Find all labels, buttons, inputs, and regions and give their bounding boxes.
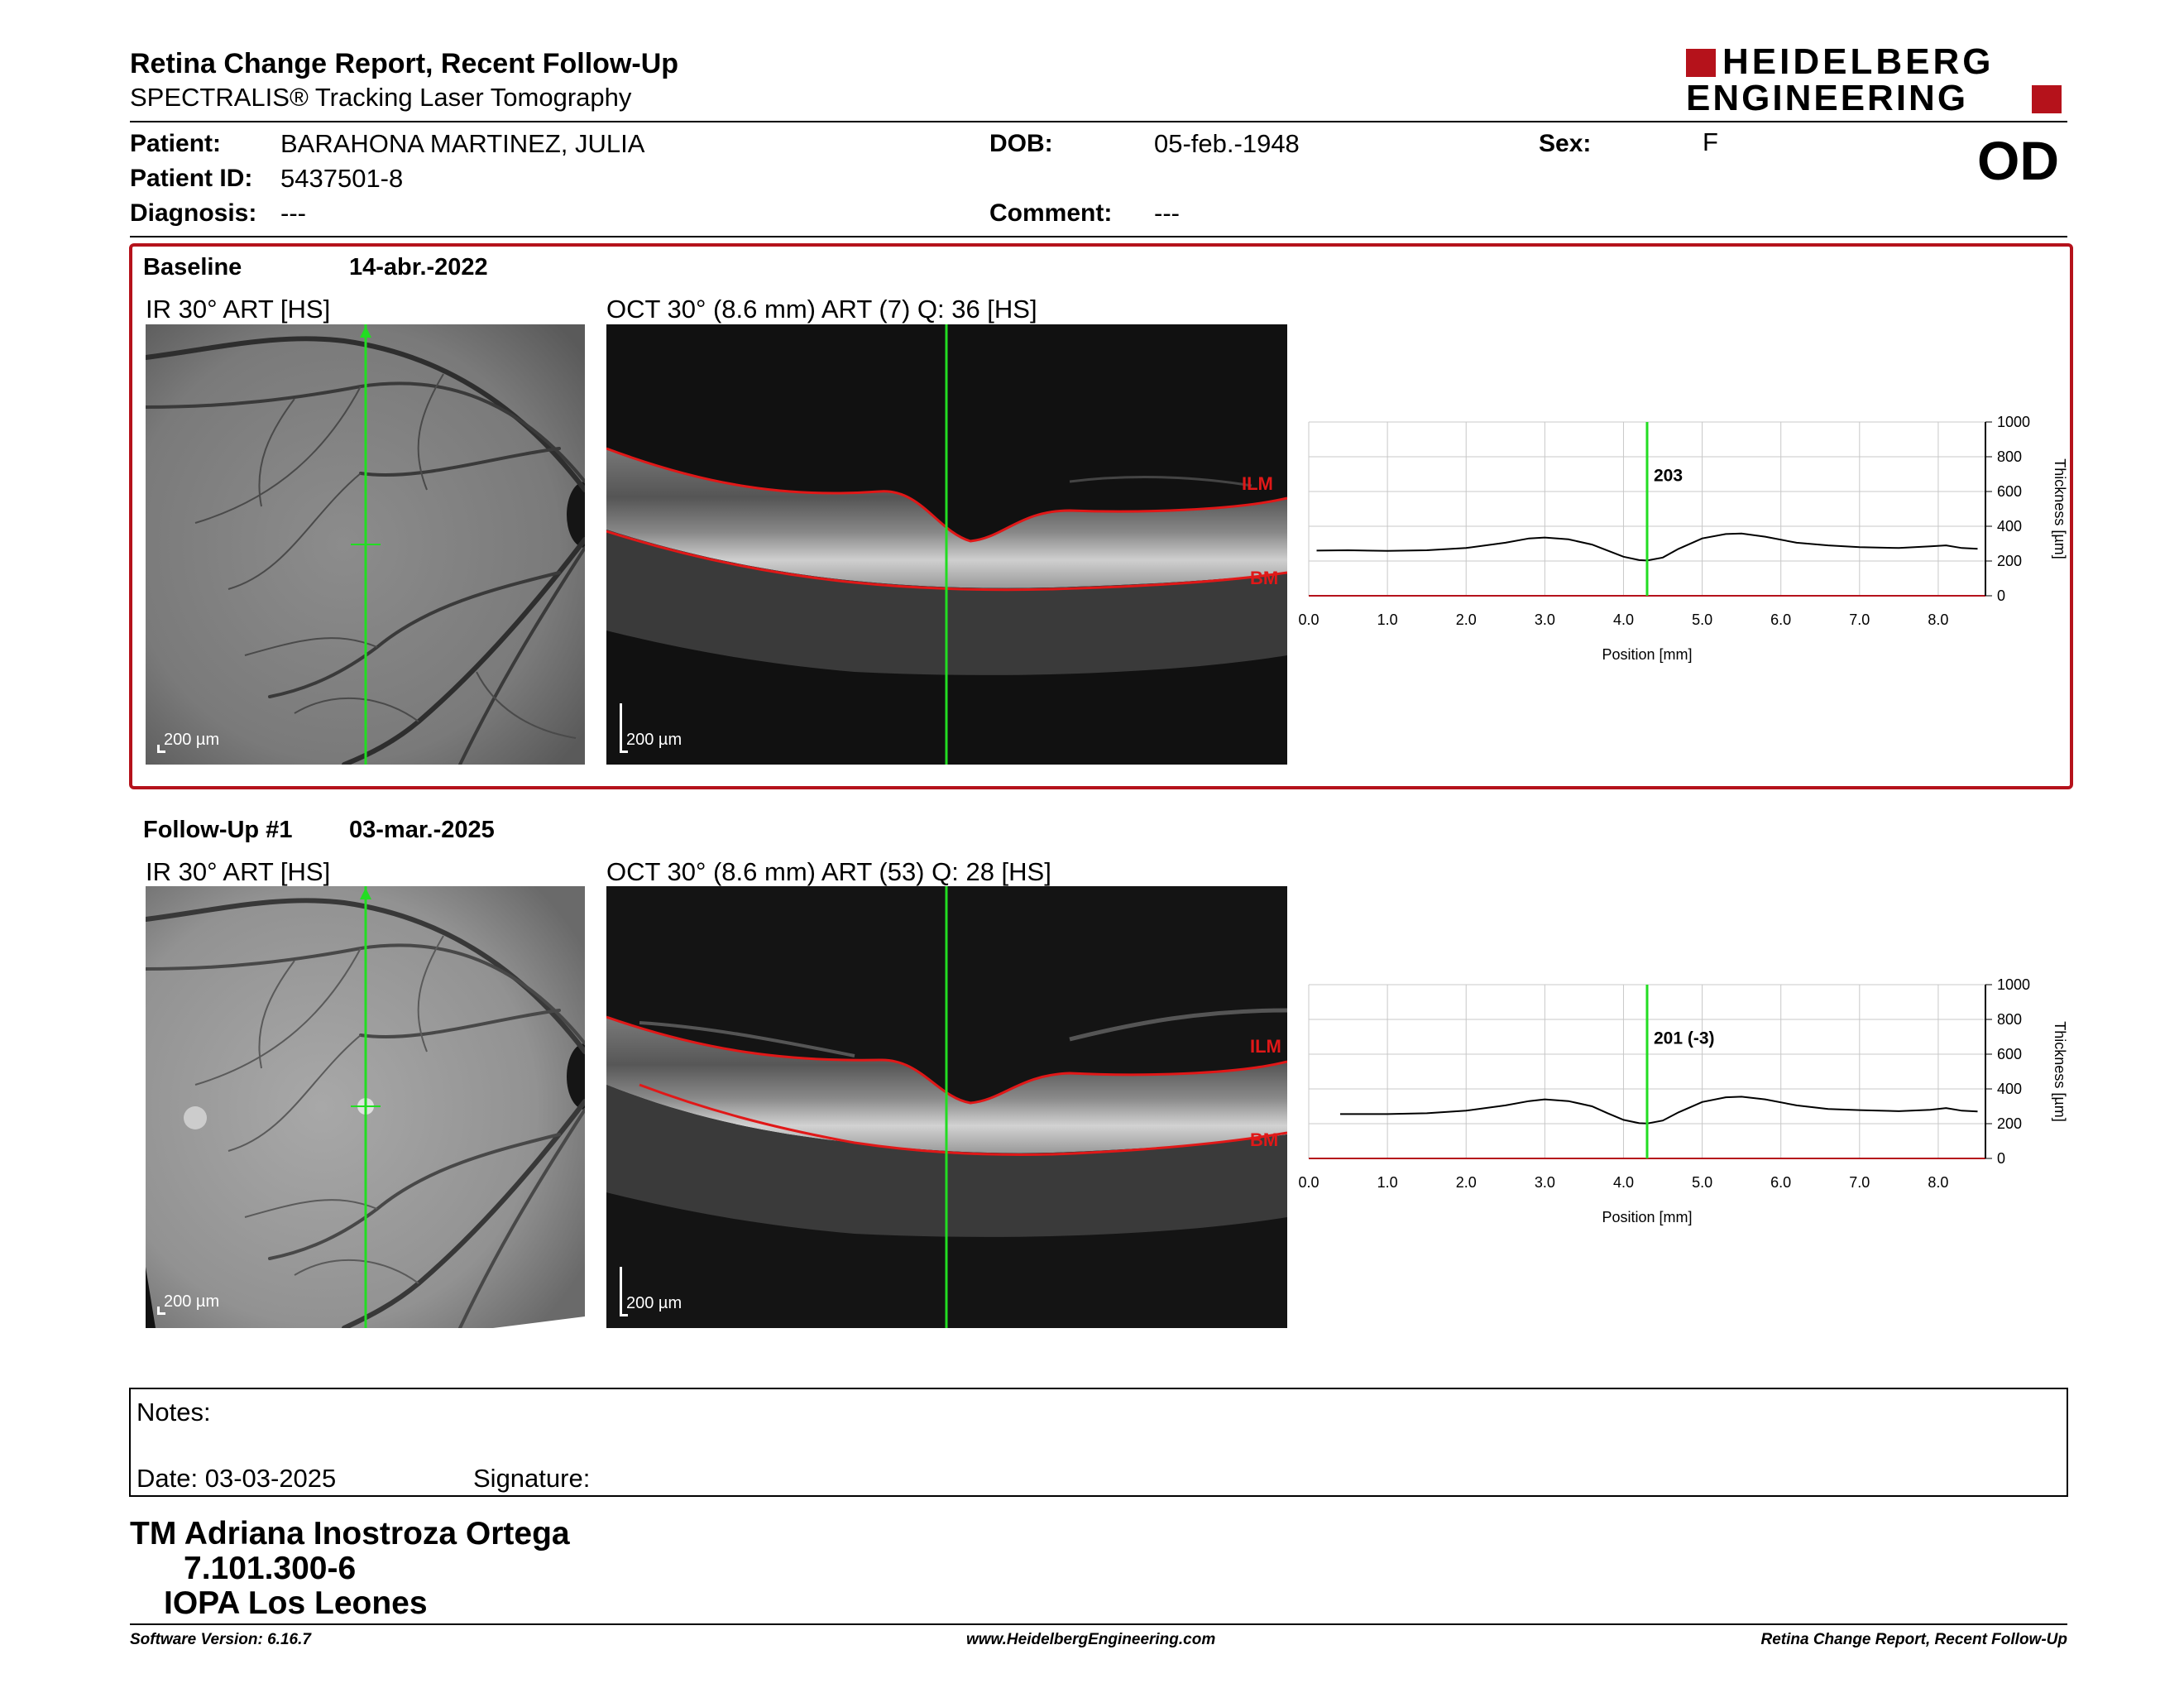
followup-label: Follow-Up #1 xyxy=(143,817,293,843)
baseline-oct-bscan-image: ILM BM 200 µm xyxy=(606,324,1287,765)
notes-date: Date: 03-03-2025 xyxy=(136,1464,337,1493)
followup-ir-title: IR 30° ART [HS] xyxy=(146,857,331,886)
chart-x-tick-label: 4.0 xyxy=(1613,1174,1634,1191)
followup-oct-bscan-image: ILM BM 200 µm xyxy=(606,886,1287,1328)
patient-name: BARAHONA MARTINEZ, JULIA xyxy=(280,129,645,158)
patient-label: Patient: xyxy=(130,130,222,157)
notes-label: Notes: xyxy=(136,1398,211,1427)
chart-y-tick-label: 800 xyxy=(1997,1011,2022,1028)
chart-marker-value: 201 (-3) xyxy=(1654,1029,1715,1048)
chart-x-axis-label: Position [mm] xyxy=(1602,646,1692,663)
chart-x-tick-label: 8.0 xyxy=(1928,1174,1948,1191)
chart-y-tick-label: 1000 xyxy=(1997,976,2030,993)
chart-y-tick-label: 0 xyxy=(1997,1150,2005,1167)
footer-website[interactable]: www.HeidelbergEngineering.com xyxy=(966,1631,1216,1648)
chart-y-tick-label: 200 xyxy=(1997,553,2022,569)
footer-report-name: Retina Change Report, Recent Follow-Up xyxy=(1760,1631,2067,1648)
sex-value: F xyxy=(1703,127,1718,156)
chart-x-tick-label: 2.0 xyxy=(1456,1174,1477,1191)
chart-x-tick-label: 0.0 xyxy=(1299,611,1320,628)
chart-x-tick-label: 3.0 xyxy=(1535,1174,1555,1191)
followup-date: 03-mar.-2025 xyxy=(349,817,495,843)
diagnosis-value: --- xyxy=(280,199,306,228)
institution-name: IOPA Los Leones xyxy=(164,1585,428,1621)
baseline-section-frame xyxy=(129,243,2073,789)
chart-thickness-line xyxy=(1316,532,1978,562)
chart-x-tick-label: 1.0 xyxy=(1377,1174,1398,1191)
chart-x-tick-label: 5.0 xyxy=(1692,611,1712,628)
chart-y-tick-label: 0 xyxy=(1997,587,2005,604)
chart-y-tick-label: 600 xyxy=(1997,483,2022,500)
chart-x-tick-label: 7.0 xyxy=(1849,1174,1870,1191)
chart-x-tick-label: 6.0 xyxy=(1770,611,1791,628)
baseline-label: Baseline xyxy=(143,254,242,281)
baseline-ir-fundus-image: 200 µm xyxy=(146,324,585,765)
dob-value: 05-feb.-1948 xyxy=(1154,129,1300,158)
baseline-oct-title: OCT 30° (8.6 mm) ART (7) Q: 36 [HS] xyxy=(606,295,1037,324)
chart-x-tick-label: 2.0 xyxy=(1456,611,1477,628)
chart-marker-value: 203 xyxy=(1654,466,1683,485)
baseline-ilm-label: ILM xyxy=(1242,473,1273,494)
chart-x-tick-label: 6.0 xyxy=(1770,1174,1791,1191)
baseline-ir-scale-bar: 200 µm xyxy=(157,728,223,753)
chart-y-tick-label: 800 xyxy=(1997,448,2022,465)
heidelberg-logo: HEIDELBERG ENGINEERING xyxy=(1686,42,2067,118)
followup-thickness-chart: 0.0 1.0 2.0 3.0 4.0 5.0 6.0 7.0 8.0 0 200 400 600 800… xyxy=(1299,976,2068,1225)
dob-label: DOB: xyxy=(989,130,1053,157)
chart-y-tick-label: 400 xyxy=(1997,1081,2022,1097)
chart-x-tick-label: 0.0 xyxy=(1299,1174,1320,1191)
chart-x-tick-label: 4.0 xyxy=(1613,611,1634,628)
followup-ir-fundus-image: 200 µm xyxy=(146,886,585,1328)
diagnosis-label: Diagnosis: xyxy=(130,199,257,227)
chart-y-axis-label: Thickness [µm] xyxy=(2052,1021,2068,1121)
comment-label: Comment: xyxy=(989,199,1113,227)
chart-y-tick-label: 400 xyxy=(1997,518,2022,535)
report-subtitle: SPECTRALIS® Tracking Laser Tomography xyxy=(130,83,632,112)
patient-id-value: 5437501-8 xyxy=(280,164,404,193)
chart-y-tick-label: 1000 xyxy=(1997,414,2030,430)
followup-ir-scale-bar: 200 µm xyxy=(157,1290,223,1315)
notes-box[interactable]: Notes: Date: 03-03-2025 Signature: xyxy=(129,1388,2068,1497)
followup-oct-title: OCT 30° (8.6 mm) ART (53) Q: 28 [HS] xyxy=(606,857,1051,886)
report-title: Retina Change Report, Recent Follow-Up xyxy=(130,48,679,79)
baseline-ir-title: IR 30° ART [HS] xyxy=(146,295,331,324)
signature-label: Signature: xyxy=(473,1464,591,1493)
followup-ilm-label: ILM xyxy=(1250,1036,1281,1057)
footer-software-version: Software Version: 6.16.7 xyxy=(130,1631,311,1648)
patient-id-label: Patient ID: xyxy=(130,165,253,192)
baseline-bm-label: BM xyxy=(1250,568,1278,588)
chart-x-tick-label: 5.0 xyxy=(1692,1174,1712,1191)
comment-value: --- xyxy=(1154,199,1180,228)
sex-label: Sex: xyxy=(1539,130,1592,157)
baseline-date: 14-abr.-2022 xyxy=(349,254,488,281)
eye-indicator: OD xyxy=(1977,130,2059,191)
followup-oct-scale-bar: 200 µm xyxy=(620,1267,694,1316)
technician-name: TM Adriana Inostroza Ortega xyxy=(130,1516,570,1551)
chart-y-tick-label: 600 xyxy=(1997,1046,2022,1062)
technician-id: 7.101.300-6 xyxy=(184,1551,357,1586)
chart-thickness-line xyxy=(1340,1096,1978,1125)
chart-y-tick-label: 200 xyxy=(1997,1115,2022,1132)
chart-x-tick-label: 7.0 xyxy=(1849,611,1870,628)
chart-y-axis-label: Thickness [µm] xyxy=(2052,458,2068,559)
chart-x-tick-label: 8.0 xyxy=(1928,611,1948,628)
chart-x-tick-label: 1.0 xyxy=(1377,611,1398,628)
chart-x-axis-label: Position [mm] xyxy=(1602,1209,1692,1225)
baseline-thickness-chart: 0.0 1.0 2.0 3.0 4.0 5.0 6.0 7.0 8.0 0 200 400 600 800… xyxy=(1299,414,2068,663)
followup-bm-label: BM xyxy=(1250,1129,1278,1150)
chart-x-tick-label: 3.0 xyxy=(1535,611,1555,628)
baseline-oct-scale-bar: 200 µm xyxy=(620,703,694,753)
